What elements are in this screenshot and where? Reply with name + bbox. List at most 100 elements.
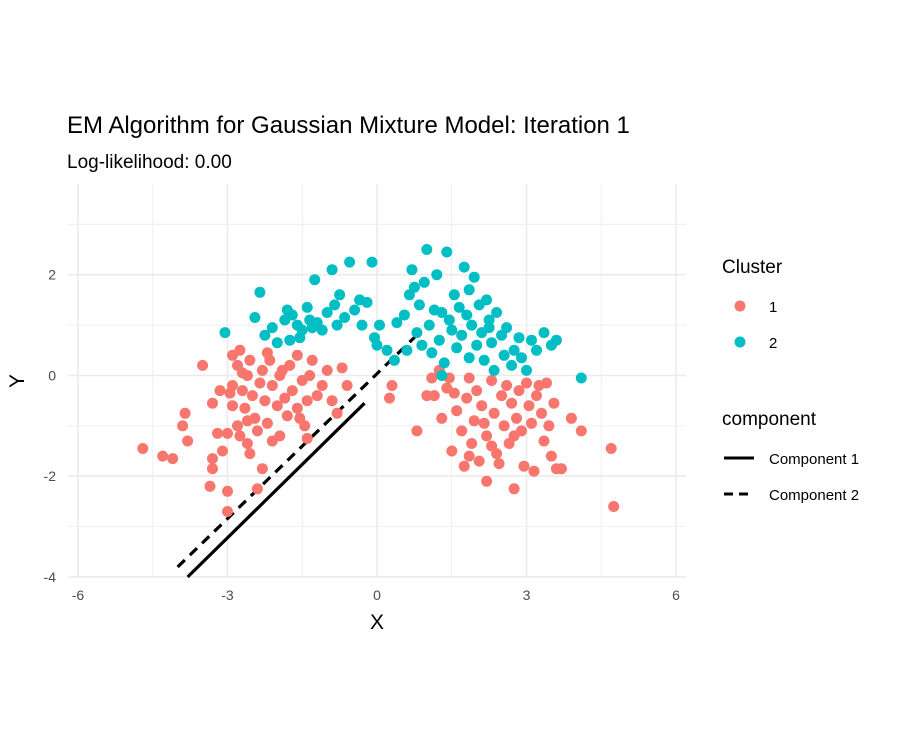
point-cluster-2 <box>478 354 490 366</box>
point-cluster-1 <box>336 362 348 374</box>
point-cluster-1 <box>488 407 500 419</box>
point-cluster-2 <box>458 261 470 273</box>
point-cluster-2 <box>301 301 313 313</box>
point-cluster-1 <box>331 407 343 419</box>
point-cluster-1 <box>204 480 216 492</box>
component-line-2 <box>176 331 421 569</box>
point-cluster-1 <box>239 402 251 414</box>
point-cluster-2 <box>421 244 433 255</box>
point-cluster-1 <box>304 370 316 381</box>
point-cluster-1 <box>466 438 478 449</box>
point-cluster-2 <box>254 286 266 298</box>
point-cluster-1 <box>463 372 475 384</box>
point-cluster-1 <box>284 359 296 371</box>
y-tick-label: 2 <box>48 267 56 283</box>
point-cluster-2 <box>356 319 368 331</box>
point-cluster-1 <box>266 380 278 391</box>
point-cluster-1 <box>565 412 577 424</box>
point-cluster-1 <box>481 430 493 442</box>
point-cluster-2 <box>306 322 318 334</box>
point-cluster-1 <box>259 395 271 407</box>
point-cluster-2 <box>451 342 463 354</box>
point-cluster-1 <box>256 463 268 475</box>
point-cluster-2 <box>259 329 271 341</box>
point-cluster-1 <box>528 465 540 477</box>
point-cluster-2 <box>391 317 403 329</box>
point-cluster-1 <box>555 463 567 475</box>
point-cluster-1 <box>446 445 458 457</box>
component-line-1 <box>186 402 366 579</box>
point-cluster-2 <box>284 334 296 346</box>
point-cluster-1 <box>291 402 303 414</box>
point-cluster-1 <box>545 450 557 462</box>
point-cluster-1 <box>575 425 587 437</box>
component-legend: component Component 1 Component 2 <box>722 409 859 504</box>
point-cluster-1 <box>234 430 246 442</box>
point-cluster-2 <box>463 284 475 296</box>
y-axis-label: Y <box>6 374 29 388</box>
point-cluster-1 <box>207 463 218 475</box>
component-lines <box>176 331 421 579</box>
points-layer <box>137 244 620 517</box>
point-cluster-1 <box>286 385 298 397</box>
point-cluster-1 <box>478 417 490 429</box>
point-cluster-1 <box>244 448 256 460</box>
point-cluster-1 <box>301 432 313 444</box>
x-tick-label: 6 <box>672 587 680 603</box>
point-cluster-1 <box>261 347 273 359</box>
point-cluster-1 <box>426 372 438 384</box>
point-cluster-1 <box>536 407 547 419</box>
point-cluster-1 <box>291 349 303 361</box>
cluster-legend-title: Cluster <box>722 257 783 278</box>
point-cluster-2 <box>433 334 445 346</box>
point-cluster-1 <box>523 400 535 412</box>
point-cluster-2 <box>219 327 231 339</box>
y-tick-label: 0 <box>48 367 56 383</box>
point-cluster-2 <box>349 304 361 316</box>
point-cluster-2 <box>498 349 510 361</box>
point-cluster-2 <box>436 370 448 381</box>
point-cluster-1 <box>256 364 268 376</box>
point-cluster-2 <box>411 327 423 339</box>
point-cluster-1 <box>279 392 291 404</box>
point-cluster-2 <box>416 339 428 351</box>
point-cluster-1 <box>605 443 617 454</box>
point-cluster-2 <box>309 274 321 286</box>
point-cluster-2 <box>508 344 520 356</box>
point-cluster-1 <box>518 460 530 472</box>
point-cluster-2 <box>441 246 453 258</box>
point-cluster-1 <box>207 397 218 409</box>
point-cluster-2 <box>456 329 468 341</box>
point-cluster-2 <box>316 324 328 336</box>
chart-subtitle: Log-likelihood: 0.00 <box>67 152 232 173</box>
point-cluster-2 <box>436 307 448 318</box>
point-cluster-1 <box>548 397 560 409</box>
point-cluster-1 <box>227 400 238 412</box>
point-cluster-1 <box>521 377 532 389</box>
point-cluster-1 <box>301 395 313 407</box>
point-cluster-1 <box>486 440 498 452</box>
point-cluster-1 <box>473 455 485 467</box>
point-cluster-1 <box>476 400 488 412</box>
point-cluster-1 <box>428 390 440 402</box>
point-cluster-1 <box>207 453 218 465</box>
point-cluster-1 <box>311 390 323 402</box>
point-cluster-1 <box>456 425 468 437</box>
point-cluster-2 <box>538 327 550 339</box>
point-cluster-2 <box>344 256 356 268</box>
point-cluster-1 <box>506 397 518 409</box>
cluster-legend-key-1 <box>734 300 746 312</box>
point-cluster-1 <box>436 412 448 424</box>
point-cluster-1 <box>217 445 228 457</box>
point-cluster-2 <box>398 309 410 321</box>
point-cluster-2 <box>526 334 537 346</box>
point-cluster-2 <box>366 256 378 268</box>
point-cluster-2 <box>468 271 480 283</box>
point-cluster-2 <box>513 332 525 344</box>
point-cluster-2 <box>488 364 500 376</box>
point-cluster-1 <box>241 438 253 449</box>
point-cluster-2 <box>521 364 532 376</box>
point-cluster-2 <box>371 339 383 351</box>
